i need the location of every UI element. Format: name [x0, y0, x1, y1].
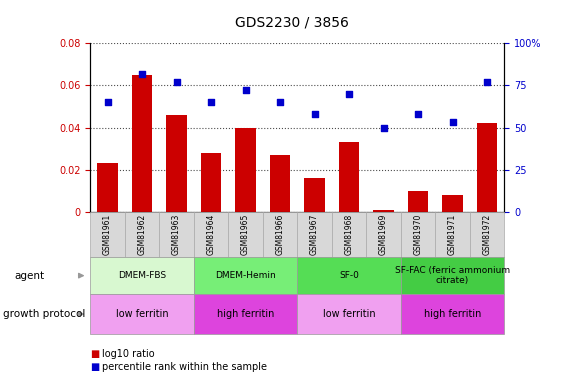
Bar: [235, 128, 256, 212]
Bar: [339, 142, 359, 212]
Text: GSM81963: GSM81963: [172, 214, 181, 255]
Text: ■: ■: [90, 350, 100, 359]
Point: [413, 111, 423, 117]
Text: agent: agent: [15, 271, 45, 280]
Text: low ferritin: low ferritin: [323, 309, 375, 319]
Text: GSM81968: GSM81968: [345, 214, 353, 255]
Text: ■: ■: [90, 362, 100, 372]
Text: GSM81966: GSM81966: [276, 214, 285, 255]
Point: [310, 111, 319, 117]
Bar: [166, 115, 187, 212]
Point: [206, 99, 216, 105]
Text: GSM81970: GSM81970: [413, 214, 423, 255]
Text: GDS2230 / 3856: GDS2230 / 3856: [234, 15, 349, 29]
Text: GSM81967: GSM81967: [310, 214, 319, 255]
Text: log10 ratio: log10 ratio: [102, 350, 154, 359]
Point: [275, 99, 285, 105]
Text: GSM81969: GSM81969: [379, 214, 388, 255]
Point: [379, 124, 388, 130]
Point: [482, 79, 491, 85]
Text: GSM81962: GSM81962: [138, 214, 146, 255]
Bar: [408, 191, 429, 212]
Text: DMEM-FBS: DMEM-FBS: [118, 271, 166, 280]
Text: GSM81971: GSM81971: [448, 214, 457, 255]
Text: SF-0: SF-0: [339, 271, 359, 280]
Text: high ferritin: high ferritin: [424, 309, 481, 319]
Text: GSM81972: GSM81972: [483, 214, 491, 255]
Point: [448, 119, 457, 125]
Bar: [201, 153, 222, 212]
Point: [172, 79, 181, 85]
Bar: [97, 164, 118, 212]
Bar: [442, 195, 463, 212]
Point: [345, 91, 354, 97]
Bar: [132, 75, 152, 212]
Bar: [477, 123, 497, 212]
Bar: [304, 178, 325, 212]
Bar: [373, 210, 394, 212]
Text: percentile rank within the sample: percentile rank within the sample: [102, 362, 267, 372]
Point: [103, 99, 113, 105]
Text: SF-FAC (ferric ammonium
citrate): SF-FAC (ferric ammonium citrate): [395, 266, 510, 285]
Bar: [270, 155, 290, 212]
Text: GSM81961: GSM81961: [103, 214, 112, 255]
Text: GSM81965: GSM81965: [241, 214, 250, 255]
Text: GSM81964: GSM81964: [206, 214, 216, 255]
Text: growth protocol: growth protocol: [3, 309, 85, 319]
Text: low ferritin: low ferritin: [116, 309, 168, 319]
Text: high ferritin: high ferritin: [217, 309, 274, 319]
Text: DMEM-Hemin: DMEM-Hemin: [215, 271, 276, 280]
Point: [241, 87, 250, 93]
Point: [138, 70, 147, 76]
